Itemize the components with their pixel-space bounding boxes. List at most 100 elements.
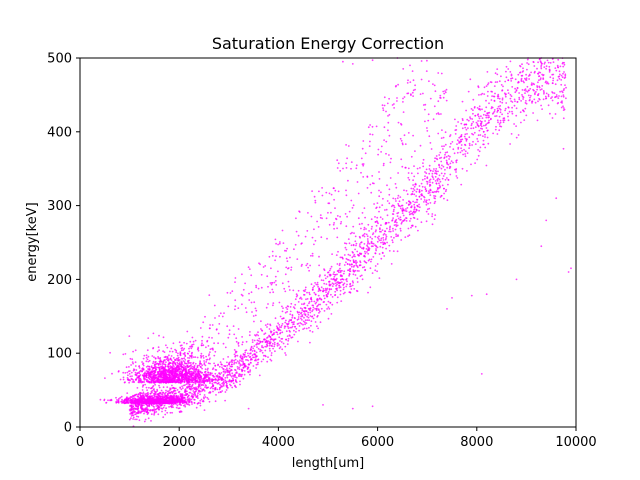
scatter-point: [538, 75, 540, 78]
scatter-point: [365, 248, 368, 250]
scatter-point: [388, 97, 390, 100]
scatter-point: [245, 349, 248, 352]
scatter-point: [269, 330, 272, 333]
scatter-point: [419, 93, 422, 95]
scatter-point: [413, 207, 416, 209]
scatter-point: [212, 378, 215, 381]
scatter-point: [197, 372, 199, 375]
scatter-point: [505, 65, 508, 68]
scatter-point: [279, 332, 281, 335]
scatter-point: [400, 239, 403, 241]
scatter-point: [176, 359, 179, 361]
scatter-point: [431, 213, 434, 215]
scatter-point: [560, 106, 563, 109]
scatter-point: [416, 218, 419, 221]
scatter-point: [409, 217, 412, 220]
scatter-point: [162, 374, 165, 377]
scatter-point: [170, 405, 172, 408]
scatter-point: [534, 92, 536, 94]
scatter-point: [192, 356, 195, 358]
scatter-point: [218, 375, 221, 378]
scatter-point: [157, 346, 160, 349]
scatter-point: [225, 385, 228, 387]
scatter-point: [426, 183, 429, 185]
scatter-point: [165, 407, 168, 410]
scatter-point: [196, 395, 199, 398]
scatter-point: [174, 362, 177, 365]
scatter-point: [157, 356, 160, 358]
scatter-point: [507, 119, 510, 122]
scatter-point: [496, 81, 499, 83]
scatter-point: [239, 380, 241, 383]
scatter-point: [353, 270, 356, 273]
scatter-point: [484, 120, 486, 122]
scatter-point: [183, 376, 186, 378]
scatter-point: [172, 376, 175, 379]
scatter-point: [234, 369, 237, 372]
scatter-point: [413, 203, 416, 206]
scatter-point: [358, 270, 360, 272]
scatter-point: [132, 362, 135, 365]
scatter-point: [486, 114, 488, 117]
scatter-point: [470, 124, 473, 127]
scatter-point: [392, 197, 395, 200]
scatter-point: [508, 110, 511, 113]
scatter-point: [149, 375, 152, 378]
scatter-point: [488, 102, 490, 105]
scatter-point: [266, 341, 268, 343]
scatter-point: [244, 364, 247, 367]
scatter-point: [181, 357, 184, 360]
scatter-point: [130, 411, 133, 414]
scatter-point: [436, 178, 439, 181]
scatter-point: [531, 102, 533, 104]
scatter-point: [184, 365, 187, 368]
scatter-point: [349, 264, 351, 266]
scatter-point: [399, 229, 402, 232]
scatter-point: [385, 234, 387, 236]
scatter-point: [484, 136, 486, 138]
scatter-point: [389, 225, 391, 228]
scatter-point: [204, 396, 207, 398]
scatter-point: [426, 127, 428, 129]
scatter-point: [188, 350, 191, 353]
scatter-point: [169, 411, 172, 414]
scatter-point: [179, 352, 182, 355]
scatter-point: [208, 392, 210, 394]
scatter-point: [374, 269, 377, 272]
scatter-point: [272, 291, 275, 294]
scatter-point: [192, 362, 195, 365]
scatter-point: [233, 373, 236, 376]
scatter-point: [477, 154, 480, 157]
scatter-point: [234, 384, 236, 387]
scatter-point: [246, 368, 249, 370]
scatter-point: [234, 379, 237, 381]
scatter-point: [190, 388, 192, 391]
scatter-point: [180, 398, 183, 401]
scatter-point: [525, 73, 527, 76]
scatter-point: [158, 384, 160, 387]
scatter-point: [316, 281, 319, 284]
scatter-point: [477, 115, 480, 118]
scatter-point: [190, 347, 193, 350]
scatter-point: [225, 381, 228, 384]
scatter-point: [243, 356, 246, 359]
scatter-point: [311, 310, 313, 313]
scatter-point: [499, 100, 502, 103]
scatter-point: [514, 91, 517, 94]
scatter-point: [122, 401, 125, 404]
scatter-point: [436, 180, 439, 182]
scatter-point: [391, 219, 394, 221]
scatter-point: [376, 246, 379, 249]
scatter-point: [301, 319, 303, 321]
scatter-point: [148, 378, 151, 380]
scatter-point: [165, 344, 167, 347]
scatter-point: [514, 78, 517, 81]
scatter-point: [465, 128, 468, 131]
scatter-point: [316, 315, 319, 318]
scatter-point: [168, 376, 171, 379]
scatter-point: [251, 341, 254, 343]
scatter-point: [192, 393, 195, 396]
scatter-point: [432, 170, 434, 173]
scatter-point: [509, 97, 512, 100]
scatter-point: [199, 383, 202, 385]
